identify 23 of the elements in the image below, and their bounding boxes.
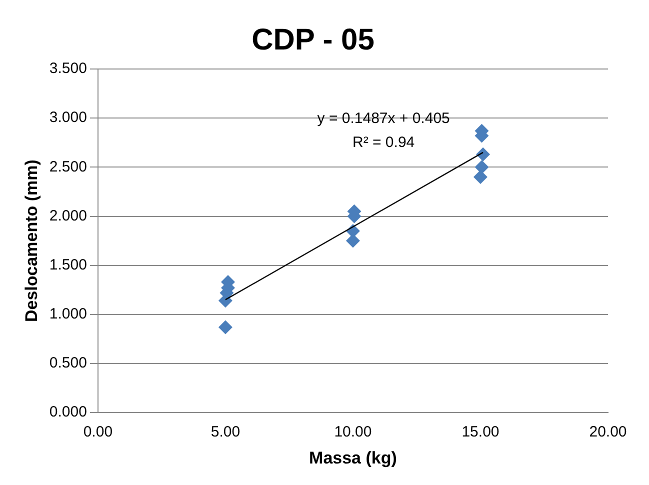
annotation: R² = 0.94 xyxy=(352,134,415,151)
y-tick-label: 0.500 xyxy=(49,354,87,372)
point xyxy=(476,147,490,162)
x-tick-label: 5.00 xyxy=(210,424,240,441)
x-tick-label: 20.00 xyxy=(589,424,627,441)
y-tick-label: 1.500 xyxy=(49,256,87,274)
y-tick-label: 2.000 xyxy=(49,207,87,224)
x-tick-label: 10.00 xyxy=(334,424,372,441)
y-tick-label: 2.500 xyxy=(49,158,87,176)
x-tick-label: 15.00 xyxy=(462,424,500,441)
x-axis-title: Massa (kg) xyxy=(309,448,397,468)
y-tick-label: 3.000 xyxy=(49,109,87,126)
annotation: y = 0.1487x + 0.405 xyxy=(317,110,450,127)
x-tick-label: 0.00 xyxy=(83,424,113,441)
point xyxy=(473,170,488,184)
y-tick-label: 3.500 xyxy=(49,60,87,78)
point xyxy=(474,160,489,174)
point xyxy=(218,320,232,334)
y-tick-label: 0.000 xyxy=(49,404,87,421)
chart-title: CDP - 05 xyxy=(252,23,374,56)
y-tick-label: 1.000 xyxy=(49,306,87,323)
y-axis-title: Deslocamento (mm) xyxy=(22,160,41,322)
point xyxy=(346,234,360,248)
